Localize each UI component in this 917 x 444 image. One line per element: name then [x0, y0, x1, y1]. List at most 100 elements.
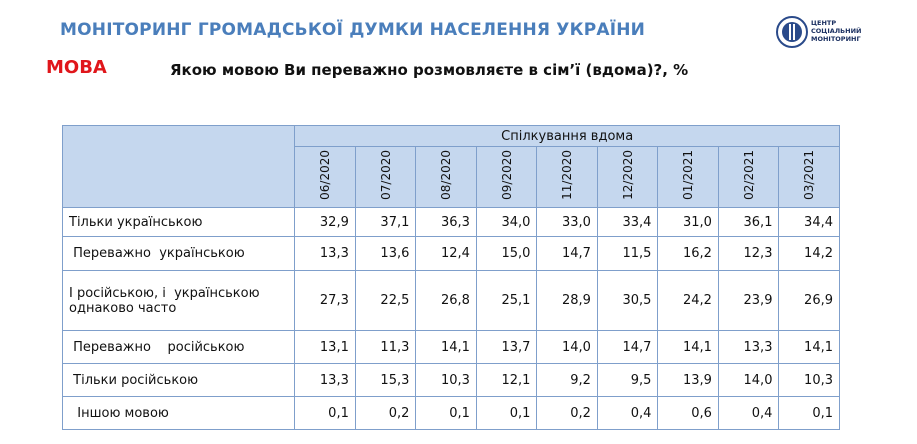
column-label: 11/2020 — [560, 150, 575, 200]
column-label: 02/2021 — [741, 150, 756, 200]
cell-value: 0,4 — [717, 396, 780, 430]
question: Якою мовою Ви переважно розмовляєте в сі… — [170, 61, 689, 79]
data-row: Іншою мовою 0,1 0,2 0,1 0,1 0,2 0,4 0,6 0,4 0,1 — [61, 396, 840, 430]
cell-value: 34,0 — [475, 207, 538, 237]
row-label: Іншою мовою — [61, 396, 296, 430]
cell-value: 23,9 — [717, 270, 780, 331]
row-label: Переважно російською — [61, 330, 296, 364]
cell-value: 0,1 — [778, 396, 840, 430]
cell-value: 34,4 — [778, 207, 840, 237]
cell-value: 14,7 — [596, 330, 659, 364]
group-header: Спілкування вдома — [294, 125, 840, 147]
header-row: 06/2020 07/2020 08/2020 09/2020 11/2020 12/20… — [63, 146, 840, 208]
topic: МОВА — [46, 57, 107, 78]
cell-value: 0,2 — [354, 396, 417, 430]
cell-value: 13,6 — [354, 236, 417, 271]
cell-value: 13,3 — [717, 330, 780, 364]
cell-value: 33,0 — [536, 207, 598, 237]
cell-value: 25,1 — [475, 270, 538, 331]
column-header: 02/2021 — [717, 146, 780, 208]
cell-value: 31,0 — [657, 207, 719, 237]
cell-value: 36,1 — [717, 207, 780, 237]
cell-value: 0,2 — [536, 396, 598, 430]
data-row: Тільки російською 13,3 15,3 10,3 12,1 9,2 9,5 1… — [61, 363, 840, 397]
column-label: 12/2020 — [620, 150, 635, 200]
column-header: 03/2021 — [778, 146, 840, 208]
data-row: Переважно українською 13,3 13,6 12,4 15,0 14,… — [61, 236, 840, 271]
cell-value: 12,4 — [415, 236, 477, 271]
cell-value: 37,1 — [354, 207, 417, 237]
cell-value: 15,3 — [354, 363, 417, 397]
cell-value: 10,3 — [415, 363, 477, 397]
logo-core — [782, 22, 802, 42]
column-label: 01/2021 — [681, 150, 696, 200]
column-label: 08/2020 — [439, 150, 454, 200]
corner-cell — [61, 125, 296, 208]
cell-value: 22,5 — [354, 270, 417, 331]
cell-value: 15,0 — [475, 236, 538, 271]
cell-value: 36,3 — [415, 207, 477, 237]
cell-value: 10,3 — [778, 363, 840, 397]
cell-value: 13,1 — [294, 330, 356, 364]
cell-value: 11,5 — [596, 236, 659, 271]
cell-value: 12,3 — [717, 236, 780, 271]
column-label: 07/2020 — [378, 150, 393, 200]
cell-value: 26,8 — [415, 270, 477, 331]
logo-text: МОНІТОРИНГ — [811, 35, 861, 43]
data-row: І російською, і українською однаково час… — [61, 270, 840, 331]
row-label: Тільки російською — [61, 363, 296, 397]
cell-value: 24,2 — [657, 270, 719, 331]
column-header: 11/2020 — [536, 146, 598, 208]
column-header: 07/2020 — [354, 146, 417, 208]
cell-value: 0,6 — [657, 396, 719, 430]
cell-value: 0,4 — [596, 396, 659, 430]
cell-value: 13,7 — [475, 330, 538, 364]
column-label: 06/2020 — [318, 150, 333, 200]
column-header: 09/2020 — [475, 146, 538, 208]
cell-value: 0,1 — [475, 396, 538, 430]
data-row: Переважно російською 13,1 11,3 14,1 13,7 14,0… — [61, 330, 840, 364]
cell-value: 33,4 — [596, 207, 659, 237]
logo-text: ЦЕНТР — [811, 19, 836, 27]
logo-bar — [793, 24, 795, 40]
data-row: Тільки українською 32,9 37,1 36,3 34,0 33,0 33… — [61, 207, 840, 237]
cell-value: 32,9 — [294, 207, 356, 237]
cell-value: 14,1 — [657, 330, 719, 364]
logo-text: СОЦІАЛЬНИЙ — [811, 26, 861, 35]
cell-value: 14,1 — [415, 330, 477, 364]
cell-value: 16,2 — [657, 236, 719, 271]
cell-value: 28,9 — [536, 270, 598, 331]
title: МОНІТОРИНГ ГРОМАДСЬКОЇ ДУМКИ НАСЕЛЕННЯ У… — [60, 20, 646, 40]
column-label: 09/2020 — [499, 150, 514, 200]
row-label: Переважно українською — [61, 236, 296, 271]
cell-value: 14,7 — [536, 236, 598, 271]
cell-value: 0,1 — [415, 396, 477, 430]
cell-value: 30,5 — [596, 270, 659, 331]
cell-value: 14,0 — [717, 363, 780, 397]
cell-value: 14,0 — [536, 330, 598, 364]
logo: ЦЕНТР СОЦІАЛЬНИЙ МОНІТОРИНГ — [776, 16, 861, 48]
row-label: І російською, і українською однаково час… — [61, 270, 296, 331]
column-header: 12/2020 — [596, 146, 659, 208]
header-row: Спілкування вдома — [61, 125, 840, 208]
cell-value: 13,3 — [294, 236, 356, 271]
cell-value: 13,9 — [657, 363, 719, 397]
cell-value: 9,2 — [536, 363, 598, 397]
cell-value: 11,3 — [354, 330, 417, 364]
cell-value: 12,1 — [475, 363, 538, 397]
cell-value: 0,1 — [294, 396, 356, 430]
column-label: 03/2021 — [802, 150, 817, 200]
column-header: 08/2020 — [415, 146, 477, 208]
table: Спілкування вдома 06/2020 07/2020 08/2020 09… — [61, 125, 840, 430]
cell-value: 26,9 — [778, 270, 840, 331]
column-header: 01/2021 — [657, 146, 719, 208]
row-label: Тільки українською — [61, 207, 296, 237]
cell-value: 14,1 — [778, 330, 840, 364]
logo-bar — [789, 24, 791, 40]
cell-value: 14,2 — [778, 236, 840, 271]
cell-value: 9,5 — [596, 363, 659, 397]
column-header: 06/2020 — [294, 146, 356, 208]
cell-value: 13,3 — [294, 363, 356, 397]
cell-value: 27,3 — [294, 270, 356, 331]
